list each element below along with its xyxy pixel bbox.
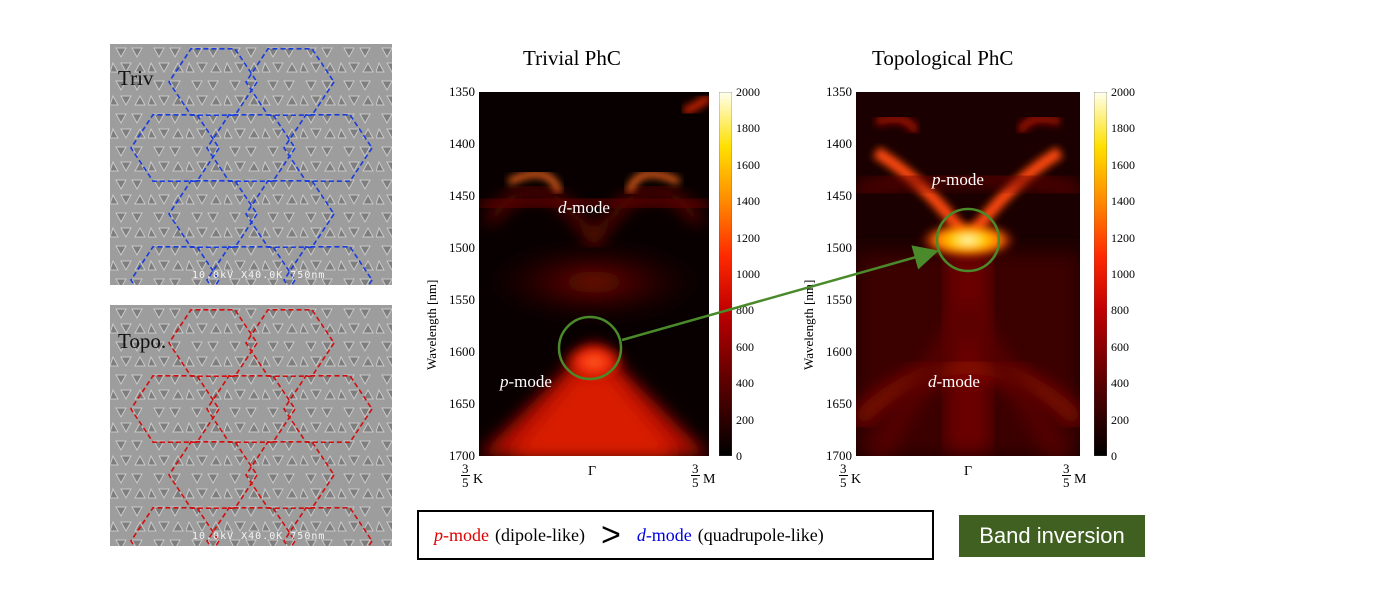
colorbar-tick-label: 1000 — [736, 267, 760, 281]
colorbar-tick-label: 800 — [1111, 303, 1129, 318]
sem-label-topological: Topo. — [118, 329, 167, 353]
y-tick-label: 1400 — [449, 136, 475, 151]
lattice-hexagon — [206, 507, 296, 546]
sem-image-topological: Topo. 10.0kV X40.0K 750nm — [110, 305, 392, 546]
colorbar-trivial — [719, 92, 732, 456]
y-tick-label: 1350 — [826, 84, 852, 99]
plot-title-topological: Topological PhC — [872, 46, 1014, 70]
lattice-hexagon — [206, 246, 296, 285]
lattice-hexagon — [245, 180, 335, 248]
colorbar-tick-label: 0 — [1111, 449, 1117, 463]
xtick-right-point-topological: M — [1074, 472, 1087, 487]
mode-order-legend: p-mode (dipole-like) > d-mode (quadrupol… — [417, 510, 934, 560]
sem-texture-trivial — [110, 44, 392, 285]
colorbar-tick-label: 2000 — [736, 85, 760, 99]
lattice-hexagon — [130, 375, 220, 443]
y-tick-label: 1450 — [826, 188, 852, 203]
heatmap-trivial — [479, 92, 709, 456]
legend-p-desc: (dipole-like) — [494, 524, 585, 545]
lattice-hexagon — [168, 441, 258, 509]
colorbar-tick-label: 200 — [1111, 412, 1129, 427]
upper-mode-label-topological: p-mode — [932, 170, 984, 189]
sem-texture-topological — [110, 305, 392, 546]
colorbar-tick-label: 1200 — [736, 230, 760, 245]
lattice-hexagon — [245, 441, 335, 509]
colorbar-tick-label: 1400 — [736, 194, 760, 209]
lattice-hexagon — [130, 114, 220, 182]
y-tick-label: 1600 — [826, 344, 852, 359]
y-tick-label: 1350 — [449, 84, 475, 99]
lattice-hexagon — [283, 507, 373, 546]
highlight-circle-topological — [935, 207, 1001, 273]
sem-image-trivial: Triv 10.0kV X40.0K 750nm — [110, 44, 392, 285]
colorbar-tick-label: 200 — [736, 412, 754, 427]
sem-caption-topological: 10.0kV X40.0K 750nm — [192, 531, 326, 542]
lattice-hexagon — [168, 48, 258, 116]
colorbar-tick-label: 600 — [1111, 339, 1129, 354]
y-tick-label: 1400 — [826, 136, 852, 151]
legend-d-desc: (quadrupole-like) — [697, 524, 824, 545]
colorbar-tick-label: 1600 — [1111, 157, 1135, 172]
colorbar-tick-label: 400 — [1111, 376, 1129, 391]
colorbar-tick-label: 0 — [736, 449, 742, 463]
band-inversion-badge: Band inversion — [959, 515, 1145, 557]
lattice-hexagon — [168, 309, 258, 377]
lattice-hexagons-topological — [130, 309, 373, 546]
y-tick-label: 1700 — [449, 448, 475, 463]
lower-mode-label-topological: d-mode — [928, 372, 980, 391]
y-tick-label: 1550 — [826, 292, 852, 307]
sem-caption-trivial: 10.0kV X40.0K 750nm — [192, 270, 326, 281]
y-tick-label: 1650 — [826, 396, 852, 411]
colorbar-tick-label: 1000 — [1111, 267, 1135, 281]
lattice-hexagons-trivial — [130, 48, 373, 285]
y-tick-label: 1550 — [449, 292, 475, 307]
lower-mode-label-trivial: p-mode — [500, 372, 552, 391]
colorbar-tick-label: 600 — [736, 339, 754, 354]
lattice-hexagon — [283, 375, 373, 443]
lattice-hexagon — [130, 507, 220, 546]
highlight-circle-trivial — [557, 315, 623, 381]
xtick-left-point-trivial: K — [473, 472, 484, 487]
lattice-hexagon — [206, 114, 296, 182]
lattice-hexagon — [245, 309, 335, 377]
legend-d-mode: d-mode — [636, 524, 692, 545]
lattice-hexagon — [283, 246, 373, 285]
lattice-hexagon — [245, 48, 335, 116]
colorbar-tick-label: 1800 — [736, 121, 760, 136]
colorbar-tick-label: 400 — [736, 376, 754, 391]
colorbar-topological — [1094, 92, 1107, 456]
y-tick-label: 1600 — [449, 344, 475, 359]
xtick-gamma-trivial: Γ — [588, 464, 597, 479]
lattice-hexagon — [206, 375, 296, 443]
y-tick-label: 1500 — [449, 240, 475, 255]
y-tick-label: 1450 — [449, 188, 475, 203]
sem-label-trivial: Triv — [118, 66, 154, 90]
legend-p-mode: p-mode — [434, 524, 489, 545]
y-tick-label: 1650 — [449, 396, 475, 411]
legend-greater-than: > — [600, 516, 621, 554]
colorbar-tick-label: 800 — [736, 303, 754, 318]
colorbar-tick-label: 1400 — [1111, 194, 1135, 209]
y-tick-label: 1700 — [826, 448, 852, 463]
lattice-hexagon — [130, 246, 220, 285]
xtick-left-point-topological: K — [851, 472, 862, 487]
heatmap-topological — [856, 92, 1080, 456]
upper-mode-label-trivial: d-mode — [558, 198, 610, 217]
colorbar-tick-label: 2000 — [1111, 85, 1135, 99]
plot-title-trivial: Trivial PhC — [523, 46, 621, 70]
lattice-hexagon — [283, 114, 373, 182]
colorbar-tick-label: 1600 — [736, 157, 760, 172]
y-tick-label: 1500 — [826, 240, 852, 255]
colorbar-tick-label: 1800 — [1111, 121, 1135, 136]
xtick-gamma-topological: Γ — [964, 464, 973, 479]
colorbar-tick-label: 1200 — [1111, 230, 1135, 245]
xtick-right-point-trivial: M — [703, 472, 716, 487]
lattice-hexagon — [168, 180, 258, 248]
